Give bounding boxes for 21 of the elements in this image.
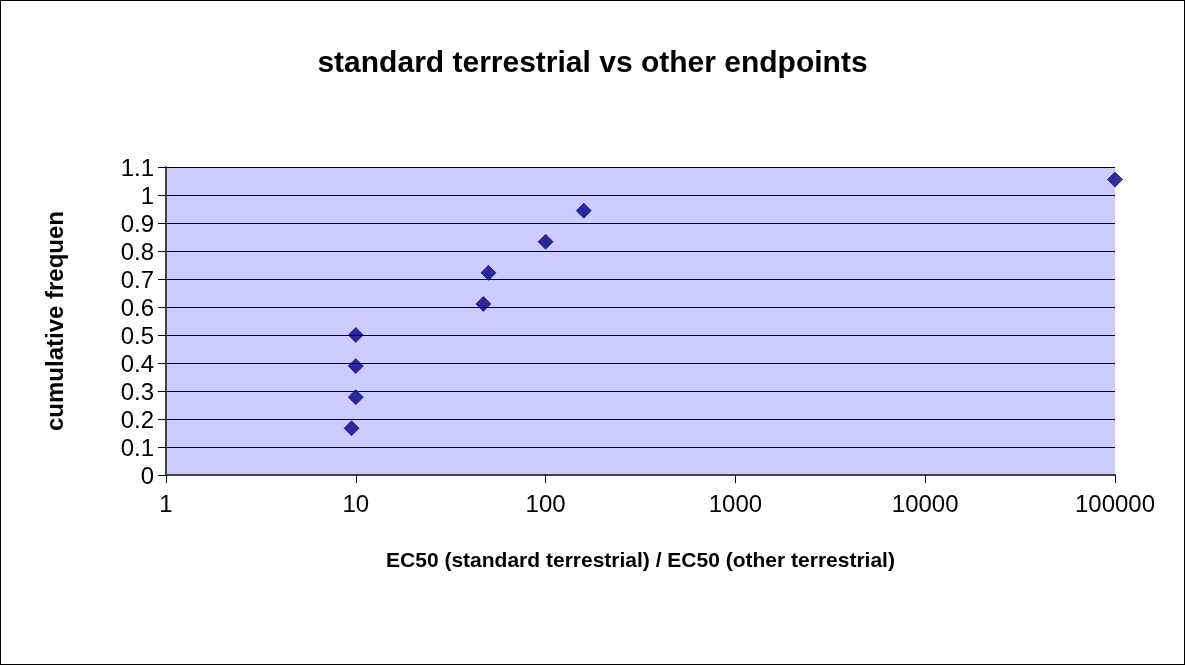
x-tick-label: 1000 — [708, 489, 763, 517]
x-tick-label: 10000 — [891, 489, 959, 517]
y-tick-label: 0.2 — [120, 405, 154, 433]
y-tick-label: 0.4 — [120, 349, 154, 377]
y-axis-title: cumulative frequen — [40, 210, 68, 432]
x-tick-label: 10 — [342, 489, 370, 517]
y-tick-label: 0.5 — [120, 321, 154, 349]
x-axis-title: EC50 (standard terrestrial) / EC50 (other terrestrial) — [386, 548, 895, 571]
y-tick-label: 1.1 — [120, 153, 154, 181]
y-tick-label: 0.3 — [120, 377, 154, 405]
chart-title: standard terrestrial vs other endpoints — [317, 44, 868, 78]
y-tick-label: 0.9 — [120, 209, 154, 237]
y-tick-label: 0.1 — [120, 433, 154, 461]
y-tick-label: 0 — [140, 461, 154, 489]
y-tick-label: 1 — [140, 181, 154, 209]
x-tick-label: 100 — [525, 489, 566, 517]
x-tick-label: 1 — [159, 489, 173, 517]
x-tick-label: 100000 — [1074, 489, 1156, 517]
y-tick-label: 0.6 — [120, 293, 154, 321]
y-tick-label: 0.7 — [120, 265, 154, 293]
y-tick-label: 0.8 — [120, 237, 154, 265]
